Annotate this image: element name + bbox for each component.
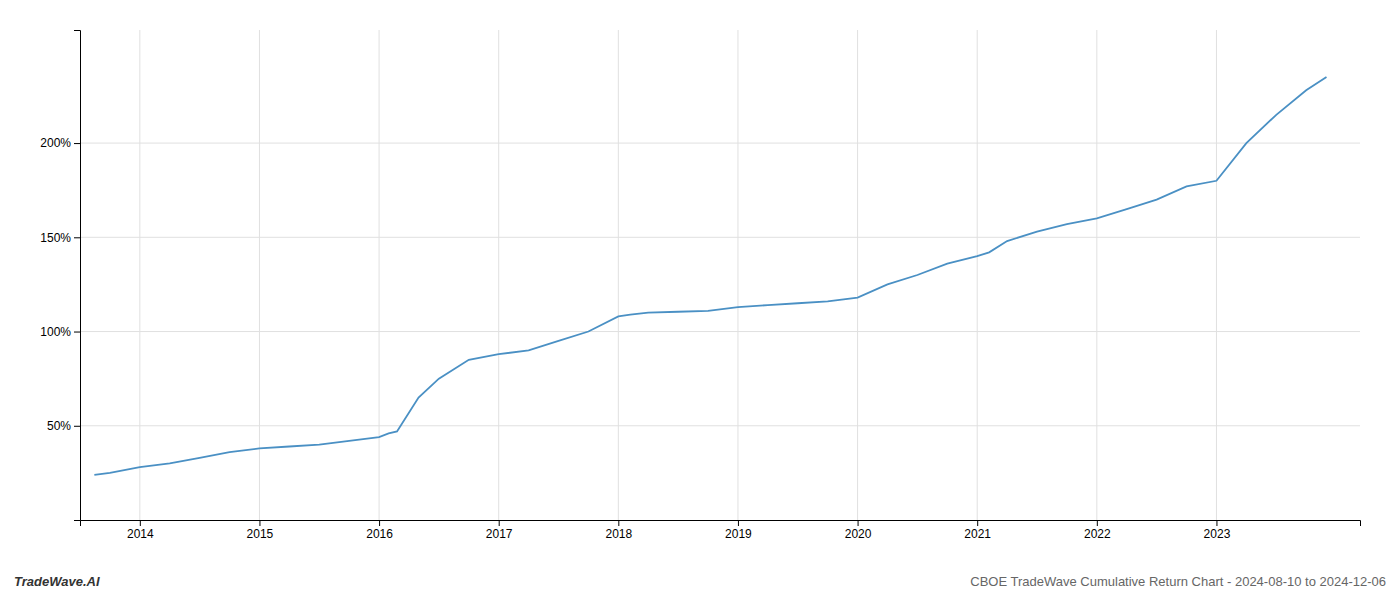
grid-line-x [379,30,380,520]
line [94,77,1326,475]
x-tick-label: 2017 [486,527,513,541]
x-tick: 2014 [127,520,154,541]
x-tick-label: 2020 [845,527,872,541]
y-tick-label: 200% [40,136,71,150]
x-tick-label: 2016 [366,527,393,541]
x-tick-mark [858,520,859,526]
x-tick-label: 2022 [1084,527,1111,541]
grid-line-x [259,30,260,520]
grid-line-y [80,331,1360,332]
grid [80,30,1360,520]
x-tick-mark [379,520,380,526]
y-axis-line [74,31,81,521]
x-tick-mark [1097,520,1098,526]
x-tick: 2022 [1084,520,1111,541]
x-axis-line [81,521,1361,527]
x-tick-label: 2019 [725,527,752,541]
grid-line-x [1096,30,1097,520]
x-tick-mark [140,520,141,526]
x-tick-mark [738,520,739,526]
y-tick-label: 100% [40,325,71,339]
title: CBOE TradeWave Cumulative Return Chart -… [970,574,1386,589]
y-tick: 50% [47,419,80,433]
x-tick-mark [618,520,619,526]
chart: 2014 2015 2016 2017 2018 2019 2020 2021 2022 2023… [0,0,1400,600]
x-tick: 2019 [725,520,752,541]
grid-line-x [737,30,738,520]
grid-line-x [498,30,499,520]
x-tick-label: 2023 [1204,527,1231,541]
x-axis: 2014 2015 2016 2017 2018 2019 2020 2021 2022 2023 [81,520,1361,541]
grid-line-y [80,425,1360,426]
x-tick: 2023 [1204,520,1231,541]
y-axis: 50% 100% 150% 200% [40,31,80,521]
grid-line-x [618,30,619,520]
grid-line-y [80,237,1360,238]
x-tick-mark [977,520,978,526]
x-tick: 2021 [964,520,991,541]
x-tick-label: 2015 [247,527,274,541]
x-tick: 2016 [366,520,393,541]
x-tick-mark [499,520,500,526]
x-tick-label: 2021 [964,527,991,541]
x-tick: 2015 [247,520,274,541]
y-tick-mark [74,237,80,238]
x-tick: 2020 [845,520,872,541]
grid-line-x [857,30,858,520]
grid-line-y [80,143,1360,144]
y-tick: 150% [40,231,80,245]
x-tick-mark [1216,520,1217,526]
plot-area [94,77,1326,475]
x-tick-label: 2014 [127,527,154,541]
y-tick-mark [74,332,80,333]
y-tick: 100% [40,325,80,339]
y-tick-mark [74,426,80,427]
x-tick-mark [259,520,260,526]
y-tick-label: 50% [47,419,71,433]
y-tick: 200% [40,136,80,150]
annotation: TradeWave.AI [14,574,100,589]
grid-line-x [1216,30,1217,520]
grid-line-x [139,30,140,520]
y-tick-label: 150% [40,231,71,245]
x-tick: 2018 [605,520,632,541]
grid-line-x [977,30,978,520]
y-tick-mark [74,143,80,144]
x-tick-label: 2018 [605,527,632,541]
x-tick: 2017 [486,520,513,541]
